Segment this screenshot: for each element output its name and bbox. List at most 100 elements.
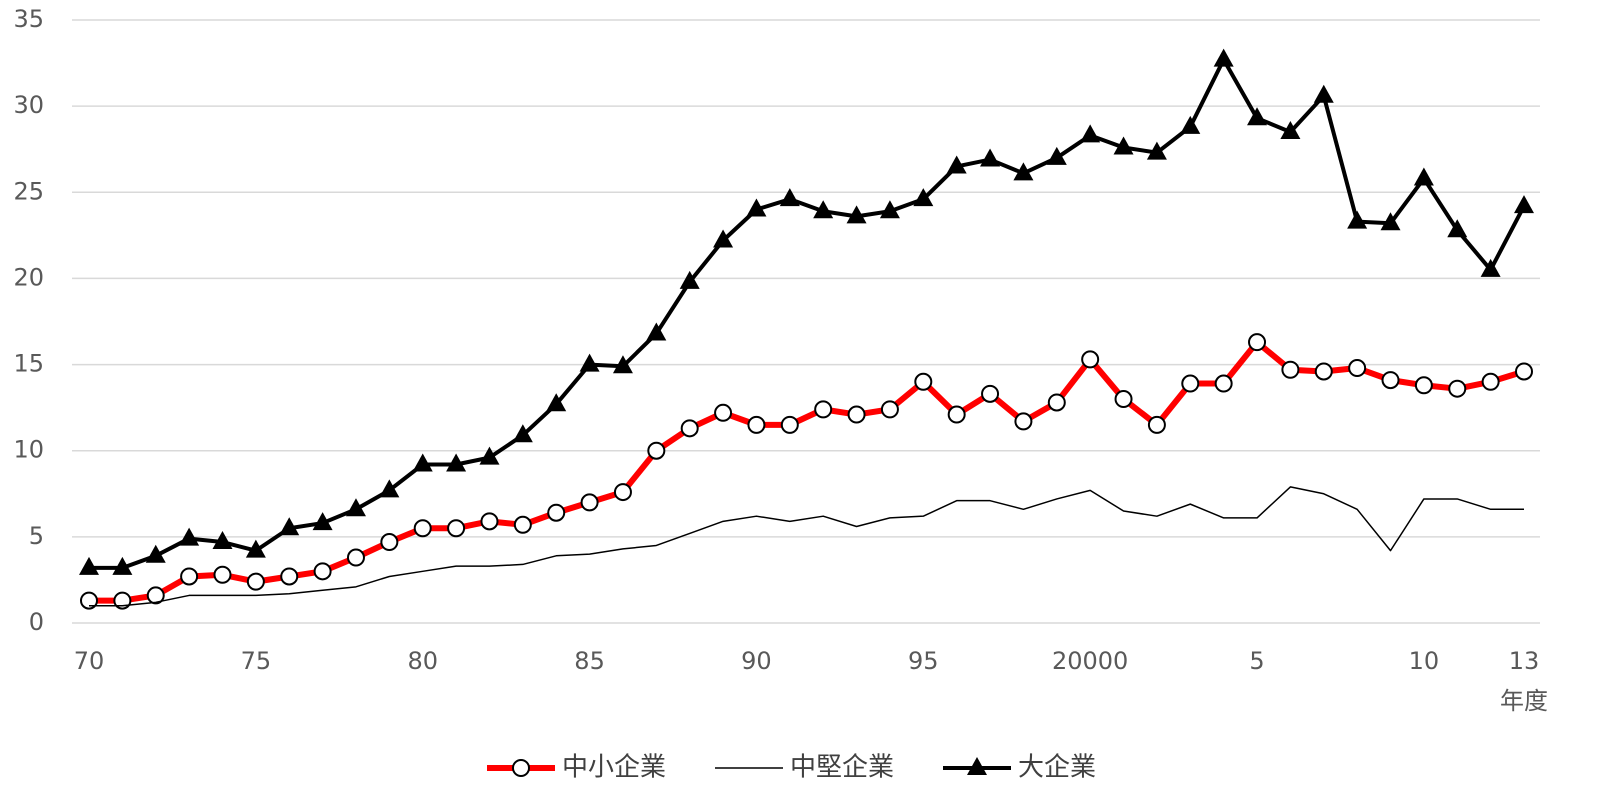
data-point xyxy=(312,512,333,531)
data-point xyxy=(145,544,166,563)
data-point xyxy=(1481,372,1500,391)
data-point xyxy=(647,441,666,460)
x-tick-label: 85 xyxy=(574,647,605,675)
data-point xyxy=(646,322,667,341)
y-tick-label: 25 xyxy=(13,177,44,205)
x-tick-label: 75 xyxy=(241,647,272,675)
series xyxy=(79,48,1534,575)
data-point xyxy=(1414,376,1433,395)
data-point xyxy=(947,405,966,424)
data-point xyxy=(880,400,899,419)
data-point xyxy=(212,531,233,550)
data-point xyxy=(713,229,734,248)
data-point xyxy=(1147,415,1166,434)
data-point xyxy=(1214,374,1233,393)
data-point xyxy=(1146,141,1167,160)
x-tick-label: 90 xyxy=(741,647,772,675)
data-point xyxy=(245,539,266,558)
data-point xyxy=(313,562,332,581)
y-tick-label: 15 xyxy=(13,350,44,378)
data-point xyxy=(180,567,199,586)
data-point xyxy=(780,415,799,434)
series-line xyxy=(89,57,1526,570)
data-point xyxy=(546,393,567,412)
data-point xyxy=(580,493,599,512)
data-point xyxy=(579,353,600,372)
data-point xyxy=(280,567,299,586)
data-point xyxy=(1113,136,1134,155)
x-tick-label: 13 xyxy=(1509,647,1540,675)
series xyxy=(89,486,1524,607)
legend-marker xyxy=(512,759,530,777)
series-line xyxy=(89,486,1524,607)
data-point xyxy=(1514,195,1534,214)
data-point xyxy=(612,355,633,374)
data-point xyxy=(1081,350,1100,369)
y-tick-label: 10 xyxy=(13,436,44,464)
data-point xyxy=(1447,219,1468,238)
data-point xyxy=(846,205,867,224)
y-tick-label: 30 xyxy=(13,91,44,119)
legend-text: 大企業 xyxy=(1018,753,1096,783)
data-point xyxy=(512,424,533,443)
data-point xyxy=(346,548,365,567)
series-line xyxy=(89,339,1525,604)
data-point xyxy=(914,372,933,391)
y-tick-label: 35 xyxy=(13,5,44,33)
data-point xyxy=(779,188,800,207)
data-point xyxy=(1380,212,1401,231)
data-point xyxy=(981,384,1000,403)
data-point xyxy=(879,200,900,219)
data-point xyxy=(1314,362,1333,381)
data-point xyxy=(113,591,132,610)
y-tick-label: 20 xyxy=(13,263,44,291)
data-point xyxy=(946,155,967,174)
data-point xyxy=(1413,167,1434,186)
x-tick-label: 70 xyxy=(74,647,105,675)
data-point xyxy=(1348,359,1367,378)
data-point xyxy=(79,556,99,575)
data-point xyxy=(80,591,98,610)
data-point xyxy=(1247,107,1268,126)
data-point xyxy=(679,270,700,289)
data-point xyxy=(345,498,366,517)
data-point xyxy=(680,419,699,438)
legend-text: 中堅企業 xyxy=(790,753,894,783)
data-point xyxy=(412,453,433,472)
data-point xyxy=(179,527,200,546)
data-point xyxy=(1047,393,1066,412)
data-point xyxy=(213,565,232,584)
data-point xyxy=(447,519,466,538)
legend-text: 中小企業 xyxy=(562,753,666,783)
data-point xyxy=(1280,120,1301,139)
data-point xyxy=(1180,115,1201,134)
data-point xyxy=(480,512,499,531)
x-tick-label: 10 xyxy=(1409,647,1440,675)
data-point xyxy=(146,586,165,605)
legend-marker xyxy=(967,757,987,775)
data-point xyxy=(279,517,300,536)
data-point xyxy=(1480,258,1501,277)
data-point xyxy=(980,148,1001,167)
data-point xyxy=(1281,360,1300,379)
x-tick-label: 5 xyxy=(1249,647,1264,675)
data-point xyxy=(380,533,399,552)
data-point xyxy=(112,556,133,575)
y-tick-label: 0 xyxy=(29,608,44,636)
data-point xyxy=(1248,333,1267,352)
data-point xyxy=(746,198,767,217)
data-point xyxy=(847,405,866,424)
data-point xyxy=(1013,162,1034,181)
x-tick-label: 20000 xyxy=(1052,647,1128,675)
data-point xyxy=(1213,48,1234,67)
data-point xyxy=(547,503,566,522)
data-point xyxy=(814,400,833,419)
data-point xyxy=(1181,374,1200,393)
data-point xyxy=(446,453,467,472)
data-point xyxy=(379,479,400,498)
data-point xyxy=(479,446,500,465)
data-point xyxy=(747,415,766,434)
data-point xyxy=(1515,362,1533,381)
x-tick-label: 80 xyxy=(407,647,438,675)
x-axis-title: 年度 xyxy=(1500,687,1548,715)
